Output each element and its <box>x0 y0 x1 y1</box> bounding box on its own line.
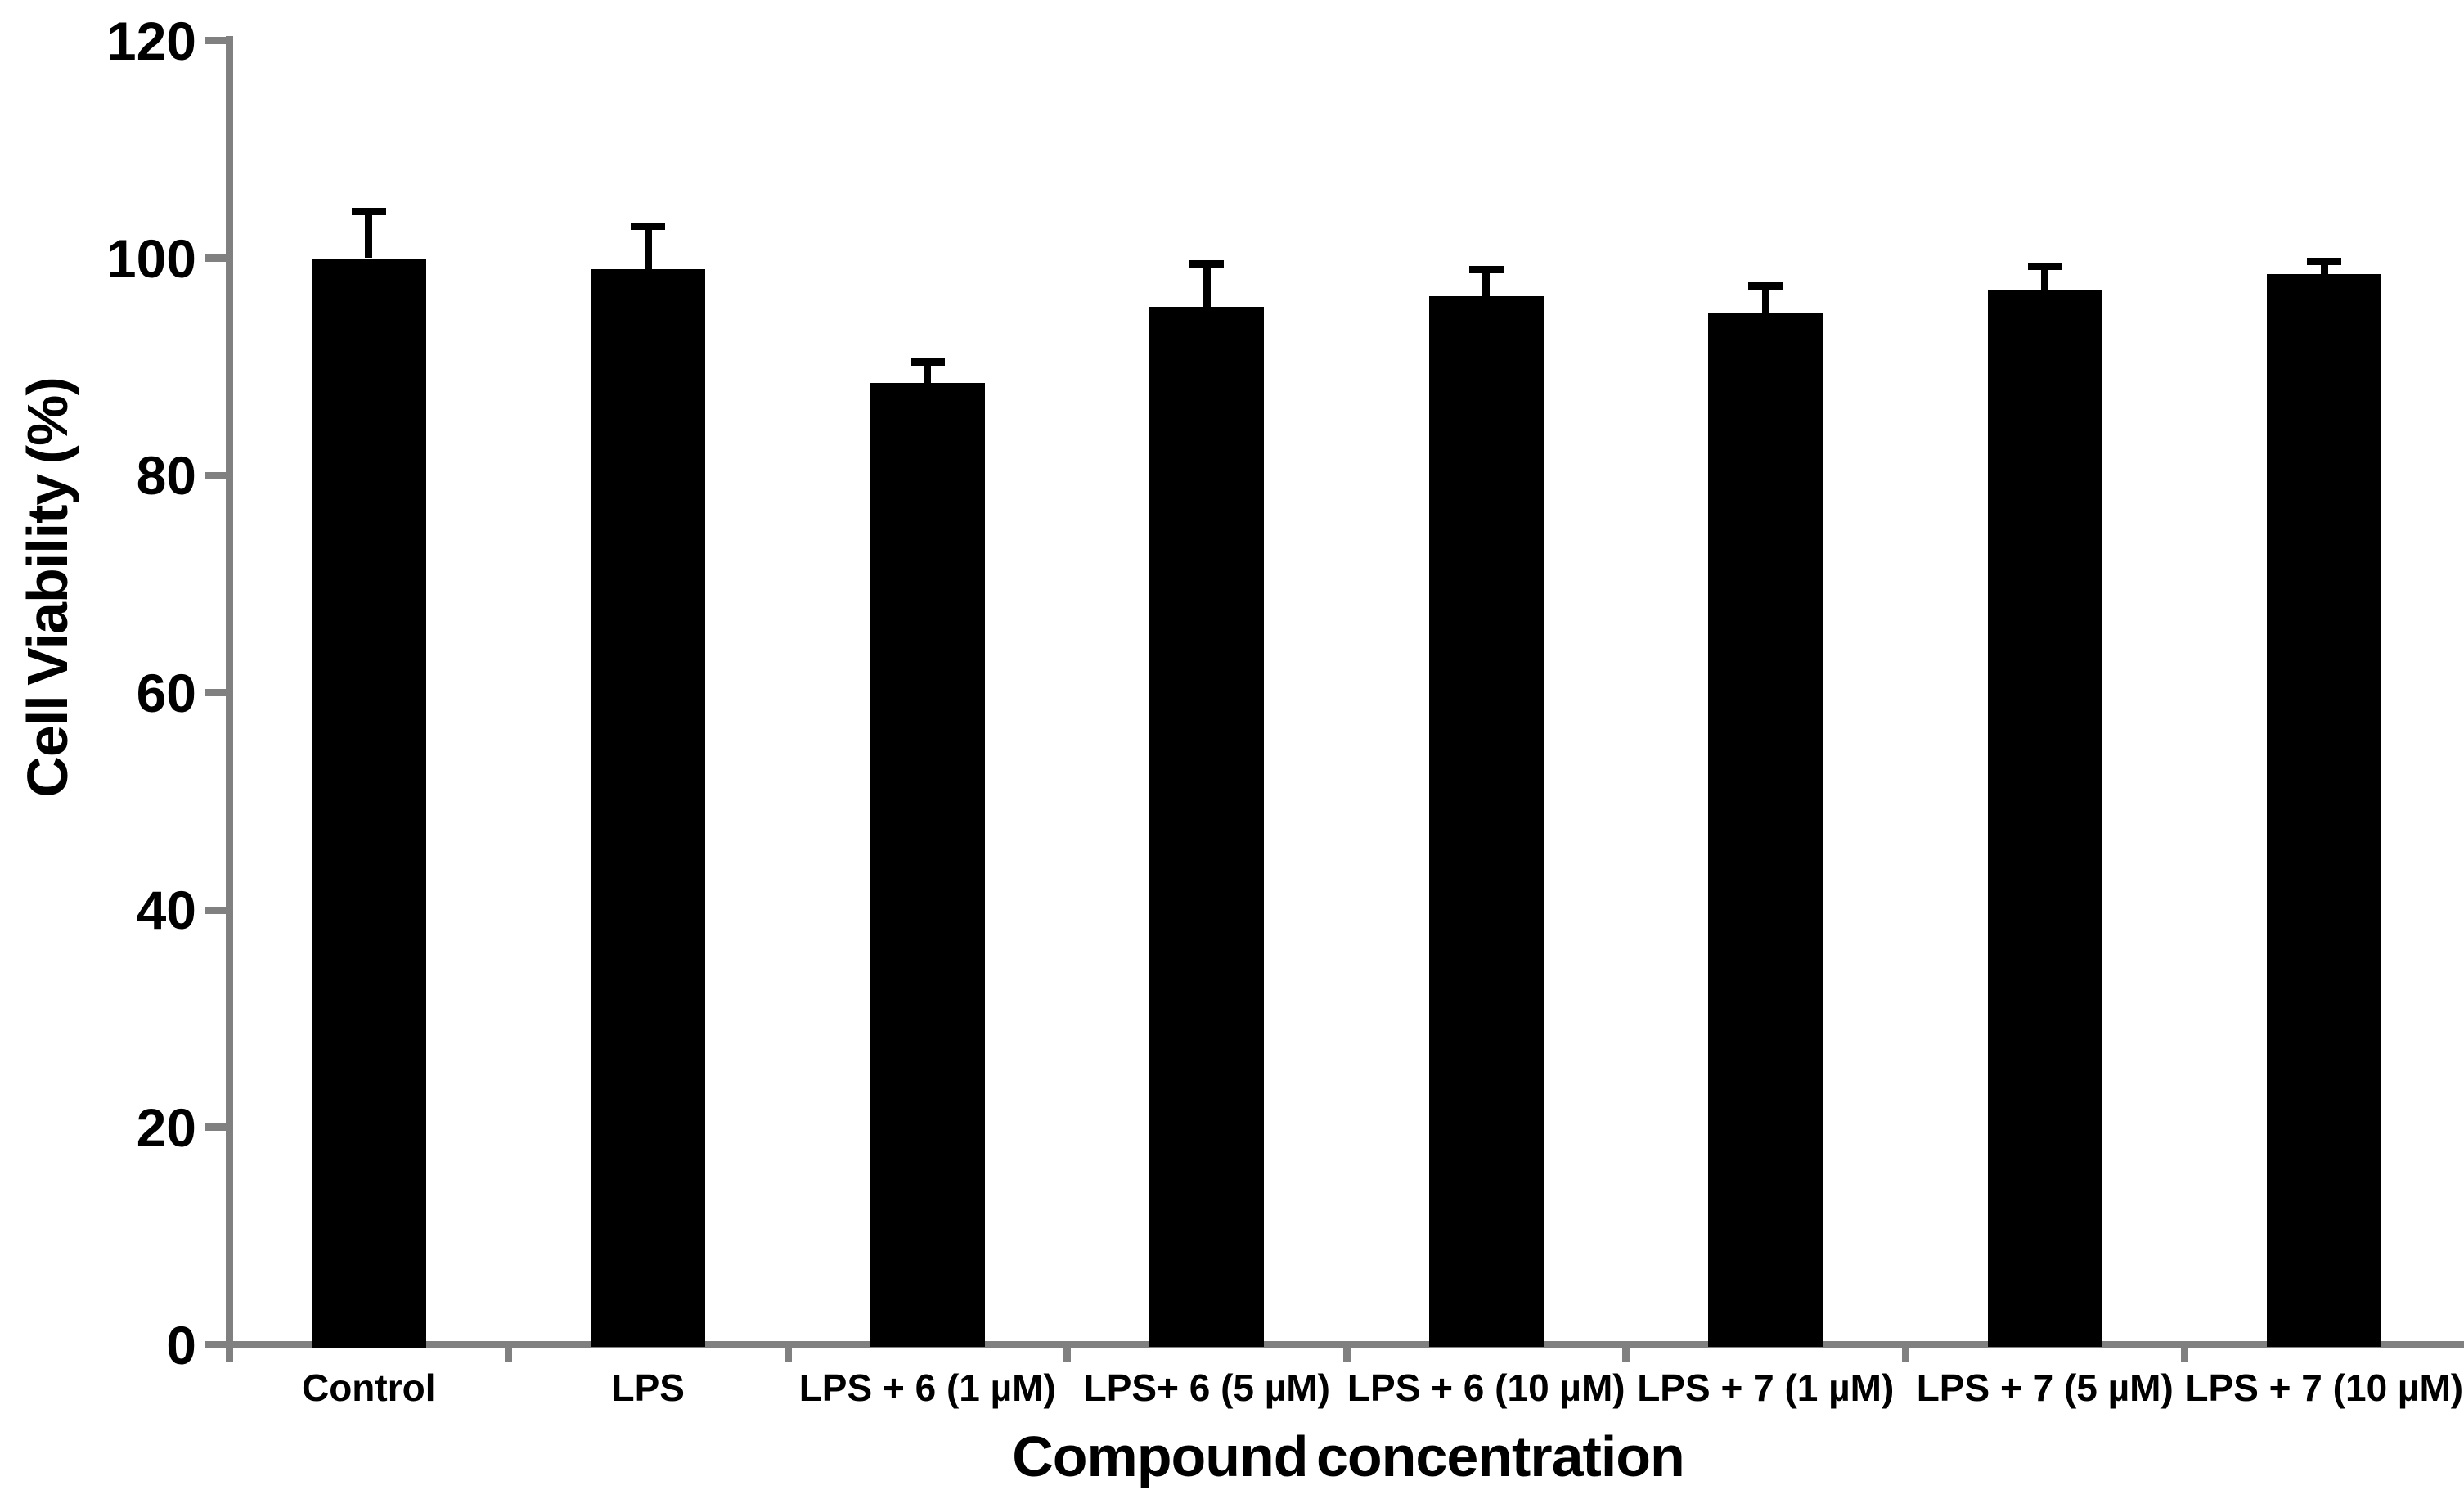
x-axis-line <box>211 1341 2464 1348</box>
error-bar-stem <box>365 211 373 259</box>
error-bar-stem <box>2320 261 2328 275</box>
error-bar-cap <box>1468 265 1504 273</box>
x-axis-tick <box>1342 1348 1351 1362</box>
y-axis-title: Cell Viability (%) <box>16 377 79 798</box>
error-bar-cap <box>631 222 666 230</box>
y-axis-tick-label: 20 <box>136 1096 196 1158</box>
bar-2 <box>591 268 706 1348</box>
bar-5 <box>1428 295 1544 1348</box>
y-axis-tick <box>205 37 227 45</box>
y-axis-tick-label: 120 <box>106 10 196 71</box>
error-bar-cap <box>2307 258 2342 266</box>
x-axis-tick <box>1063 1348 1071 1362</box>
bar-8 <box>2267 274 2382 1348</box>
error-bar-stem <box>1203 263 1211 308</box>
y-axis-tick <box>205 689 227 697</box>
y-axis-tick-label: 60 <box>136 662 196 723</box>
x-axis-tick <box>1622 1348 1630 1362</box>
error-bar-cap <box>351 208 386 216</box>
bar-3 <box>870 383 985 1348</box>
error-bar-stem <box>924 361 932 384</box>
category-label-1: Control <box>301 1366 436 1409</box>
x-axis-title: Compound concentration <box>1012 1425 1685 1488</box>
category-label-6: LPS + 7 (1 µM) <box>1637 1366 1895 1409</box>
error-bar-stem <box>1761 285 1769 313</box>
category-label-8: LPS + 7 (10 µM) <box>2185 1366 2464 1409</box>
error-bar-stem <box>644 225 652 269</box>
bar-4 <box>1149 307 1265 1348</box>
category-label-7: LPS + 7 (5 µM) <box>1916 1366 2174 1409</box>
x-axis-tick <box>505 1348 512 1362</box>
category-label-5: LPS + 6 (10 µM) <box>1347 1366 1625 1409</box>
y-axis-tick-label: 80 <box>136 445 196 506</box>
y-axis-tick <box>205 1123 227 1132</box>
y-axis-tick <box>205 254 227 262</box>
error-bar-stem <box>1482 268 1491 296</box>
y-axis-tick <box>205 471 227 479</box>
error-bar-cap <box>2027 262 2062 270</box>
category-label-3: LPS + 6 (1 µM) <box>798 1366 1056 1409</box>
error-bar-stem <box>2041 265 2049 291</box>
x-axis-tick <box>784 1348 792 1362</box>
bar-6 <box>1708 312 1823 1348</box>
x-axis-tick <box>225 1348 233 1362</box>
x-axis-tick <box>1901 1348 1909 1362</box>
y-axis-tick-label: 0 <box>166 1314 196 1375</box>
y-axis-tick <box>205 906 227 914</box>
error-bar-cap <box>1189 260 1225 268</box>
category-label-4: LPS+ 6 (5 µM) <box>1083 1366 1330 1409</box>
error-bar-cap <box>910 358 945 366</box>
y-axis-tick-label: 40 <box>136 880 196 941</box>
y-axis-line <box>226 36 233 1354</box>
y-axis-tick-label: 100 <box>106 227 196 289</box>
bar-7 <box>1987 290 2102 1348</box>
y-axis-tick <box>205 1341 227 1348</box>
category-label-2: LPS <box>611 1366 685 1409</box>
bar-1 <box>311 258 426 1348</box>
x-axis-tick <box>2181 1348 2188 1362</box>
error-bar-cap <box>1748 281 1783 290</box>
